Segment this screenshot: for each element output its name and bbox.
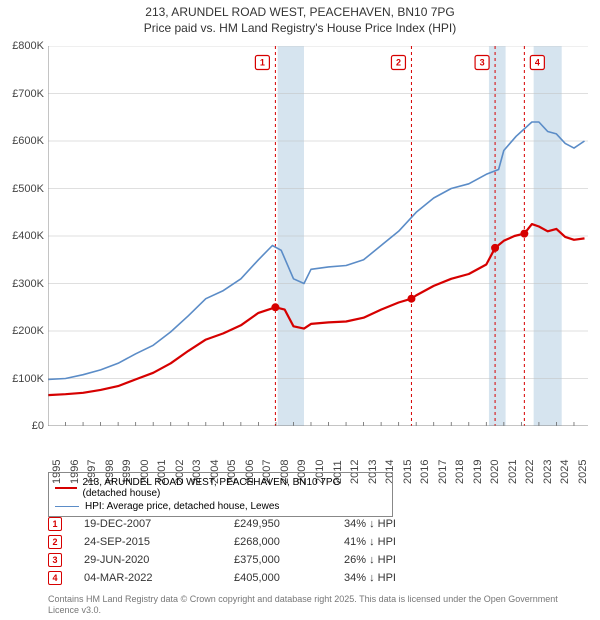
- svg-text:4: 4: [535, 58, 540, 68]
- sale-marker: [407, 295, 415, 303]
- marker-date: 29-JUN-2020: [84, 554, 234, 566]
- marker-price: £375,000: [234, 554, 344, 566]
- marker-price: £249,950: [234, 518, 344, 530]
- legend: 213, ARUNDEL ROAD WEST, PEACEHAVEN, BN10…: [48, 472, 393, 517]
- x-tick-label: 2019: [472, 460, 484, 484]
- marker-row: 2 24-SEP-2015£268,00041% ↓ HPI: [48, 533, 508, 551]
- y-axis-labels: £0£100K£200K£300K£400K£500K£600K£700K£80…: [0, 46, 48, 426]
- marker-delta: 34% ↓ HPI: [344, 572, 396, 584]
- y-tick-label: £200K: [12, 325, 44, 337]
- marker-price: £405,000: [234, 572, 344, 584]
- marker-row: 4 04-MAR-2022£405,00034% ↓ HPI: [48, 569, 508, 587]
- sale-marker: [491, 244, 499, 252]
- sale-marker: [271, 303, 279, 311]
- legend-label: HPI: Average price, detached house, Lewe…: [85, 501, 279, 512]
- y-tick-label: £400K: [12, 230, 44, 242]
- marker-number-box: 4: [48, 571, 62, 585]
- svg-text:2: 2: [396, 58, 401, 68]
- title-line-1: 213, ARUNDEL ROAD WEST, PEACEHAVEN, BN10…: [0, 4, 600, 20]
- y-tick-label: £600K: [12, 135, 44, 147]
- legend-swatch: [55, 506, 79, 507]
- marker-date: 24-SEP-2015: [84, 536, 234, 548]
- marker-delta: 26% ↓ HPI: [344, 554, 396, 566]
- marker-date: 19-DEC-2007: [84, 518, 234, 530]
- marker-row: 3 29-JUN-2020£375,00026% ↓ HPI: [48, 551, 508, 569]
- chart-svg: 1 2 3 4: [48, 46, 588, 426]
- marker-row: 1 19-DEC-2007£249,95034% ↓ HPI: [48, 515, 508, 533]
- svg-text:1: 1: [260, 58, 265, 68]
- x-tick-label: 2025: [577, 460, 589, 484]
- x-tick-label: 2020: [489, 460, 501, 484]
- marker-delta: 41% ↓ HPI: [344, 536, 396, 548]
- legend-swatch: [55, 487, 77, 489]
- marker-delta: 34% ↓ HPI: [344, 518, 396, 530]
- legend-item: 213, ARUNDEL ROAD WEST, PEACEHAVEN, BN10…: [55, 476, 386, 500]
- x-tick-label: 2021: [507, 460, 519, 484]
- marker-number-box: 2: [48, 535, 62, 549]
- chart-container: 213, ARUNDEL ROAD WEST, PEACEHAVEN, BN10…: [0, 0, 600, 620]
- marker-date: 04-MAR-2022: [84, 572, 234, 584]
- x-tick-label: 2022: [524, 460, 536, 484]
- x-tick-label: 2015: [402, 460, 414, 484]
- title-line-2: Price paid vs. HM Land Registry's House …: [0, 20, 600, 36]
- marker-table: 119-DEC-2007£249,95034% ↓ HPI224-SEP-201…: [48, 515, 508, 587]
- chart-plot-area: 1 2 3 4: [48, 46, 588, 426]
- footnote: Contains HM Land Registry data © Crown c…: [48, 594, 578, 617]
- y-tick-label: £300K: [12, 278, 44, 290]
- chart-title: 213, ARUNDEL ROAD WEST, PEACEHAVEN, BN10…: [0, 0, 600, 36]
- y-tick-label: £500K: [12, 183, 44, 195]
- legend-item: HPI: Average price, detached house, Lewe…: [55, 500, 386, 513]
- y-tick-label: £800K: [12, 40, 44, 52]
- x-tick-label: 2024: [559, 460, 571, 484]
- y-tick-label: £100K: [12, 373, 44, 385]
- x-tick-label: 2017: [437, 460, 449, 484]
- marker-number-box: 3: [48, 553, 62, 567]
- svg-text:3: 3: [480, 58, 485, 68]
- marker-number-box: 1: [48, 517, 62, 531]
- marker-price: £268,000: [234, 536, 344, 548]
- x-tick-label: 2018: [454, 460, 466, 484]
- x-tick-label: 2016: [419, 460, 431, 484]
- x-axis-labels: 1995199619971998199920002001200220032004…: [48, 428, 588, 470]
- y-tick-label: £700K: [12, 88, 44, 100]
- sale-marker: [520, 230, 528, 238]
- y-tick-label: £0: [32, 420, 44, 432]
- legend-label: 213, ARUNDEL ROAD WEST, PEACEHAVEN, BN10…: [83, 477, 386, 499]
- x-tick-label: 2023: [542, 460, 554, 484]
